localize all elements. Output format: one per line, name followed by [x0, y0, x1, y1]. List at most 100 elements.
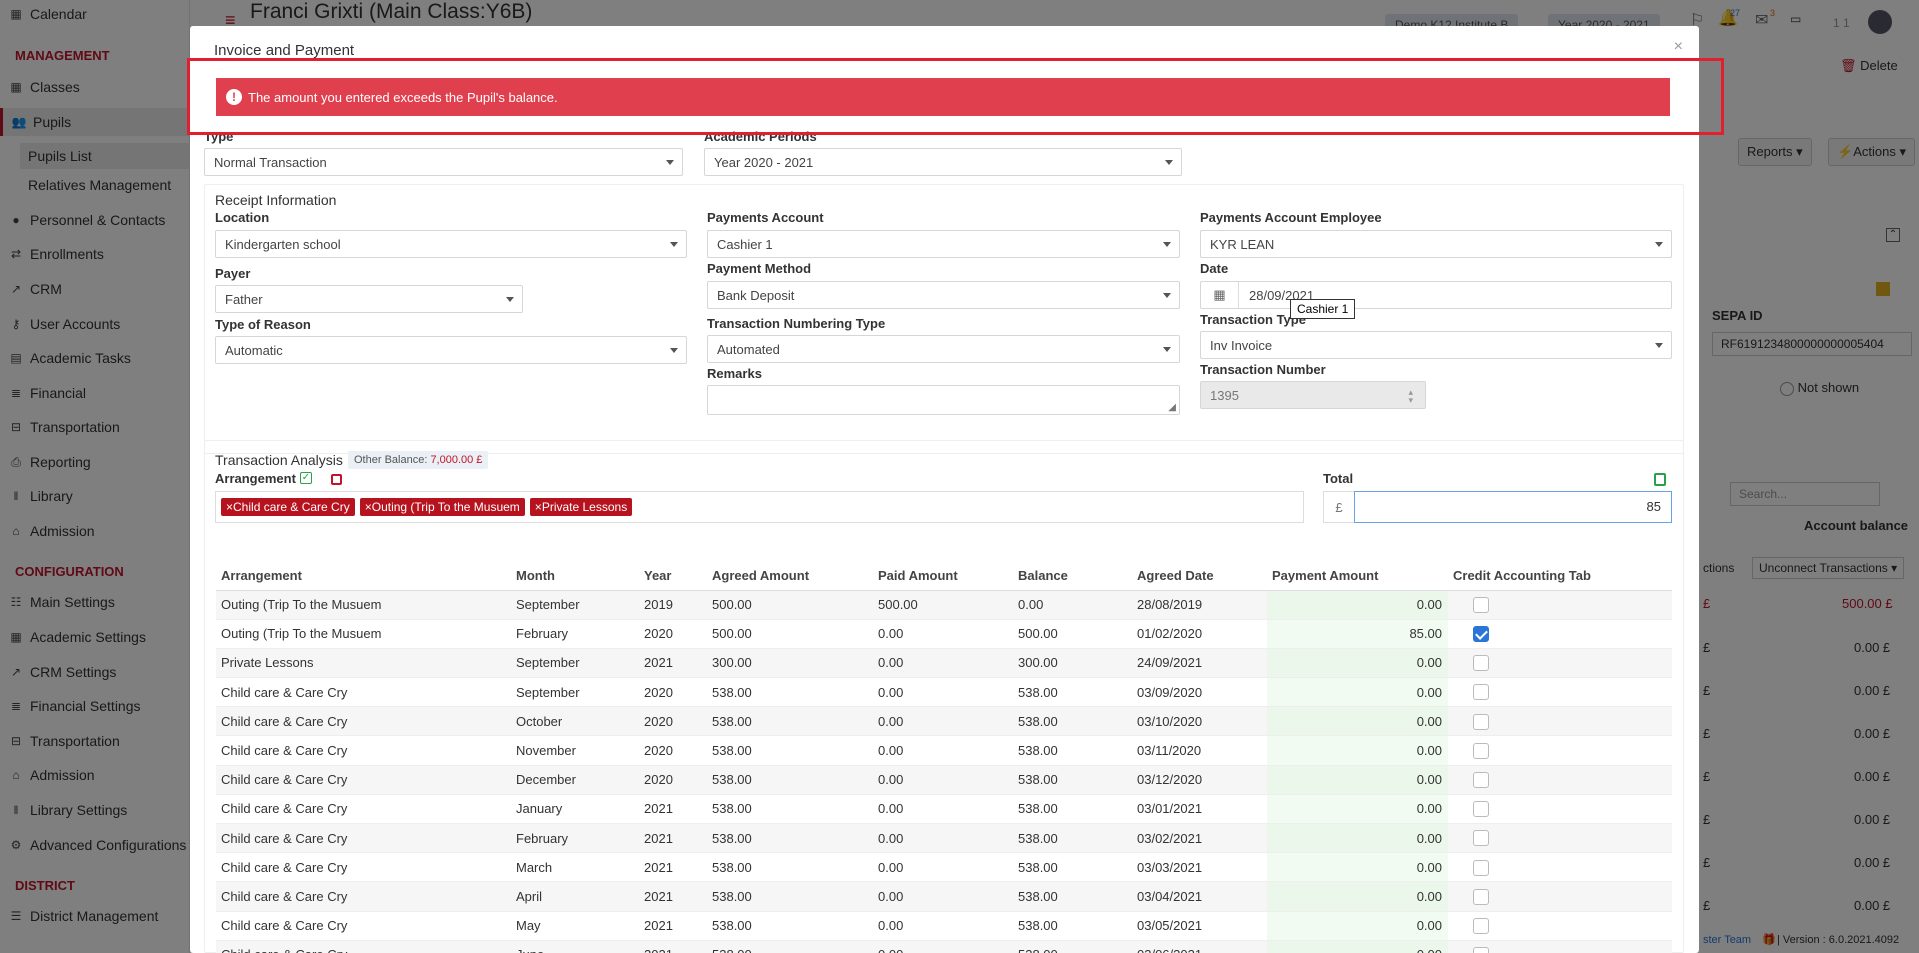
credit-checkbox[interactable] [1473, 713, 1489, 730]
total-input[interactable]: 85 [1354, 491, 1672, 523]
credit-checkbox[interactable] [1473, 596, 1489, 613]
credit-checkbox[interactable] [1473, 772, 1489, 788]
table-header-row: Arrangement Month Year Agreed Amount Pai… [216, 562, 1672, 591]
cell-agreed: 538.00 [707, 765, 873, 795]
cell-month: November [511, 735, 639, 766]
arrangement-tag[interactable]: × Outing (Trip To the Musuem [359, 498, 525, 516]
cell-payment[interactable]: 0.00 [1267, 648, 1448, 679]
spinner-icon[interactable]: ▴ ▾ [1408, 387, 1413, 405]
academic-periods-select[interactable]: Year 2020 - 2021 [704, 148, 1182, 176]
transaction-numbering-select[interactable]: Automated [707, 335, 1180, 363]
payment-method-select[interactable]: Bank Deposit [707, 281, 1180, 309]
cell-payment[interactable]: 0.00 [1267, 706, 1448, 737]
column-header[interactable]: Year [639, 562, 707, 591]
cell-arrangement: Child care & Care Cry [216, 677, 511, 708]
type-select[interactable]: Normal Transaction [204, 148, 683, 176]
column-header[interactable]: Agreed Date [1132, 562, 1267, 591]
cell-paid: 0.00 [873, 706, 1013, 737]
transaction-type-select[interactable]: Inv Invoice [1200, 331, 1672, 359]
cell-balance: 538.00 [1013, 794, 1132, 825]
cell-year: 2019 [639, 590, 707, 620]
cell-date: 03/03/2021 [1132, 852, 1267, 883]
cell-payment[interactable]: 0.00 [1267, 590, 1448, 620]
credit-checkbox[interactable] [1473, 830, 1489, 847]
cell-credit [1448, 794, 1672, 825]
column-header[interactable]: Month [511, 562, 639, 591]
credit-checkbox[interactable] [1473, 626, 1489, 643]
credit-checkbox[interactable] [1473, 859, 1489, 876]
calendar-icon[interactable]: ▦ [1201, 282, 1239, 308]
calculator-icon[interactable] [1654, 473, 1666, 486]
cell-balance: 538.00 [1013, 765, 1132, 795]
cell-payment[interactable]: 0.00 [1267, 765, 1448, 795]
cell-payment[interactable]: 0.00 [1267, 735, 1448, 766]
cell-credit [1448, 648, 1672, 679]
cell-paid: 0.00 [873, 881, 1013, 912]
remove-tag-icon[interactable]: × [364, 500, 372, 514]
cell-payment[interactable]: 0.00 [1267, 852, 1448, 883]
cell-arrangement: Child care & Care Cry [216, 940, 511, 953]
cell-agreed: 538.00 [707, 852, 873, 883]
payments-account-select[interactable]: Cashier 1 [707, 230, 1180, 258]
cell-payment[interactable]: 0.00 [1267, 677, 1448, 708]
payer-select[interactable]: Father [215, 285, 523, 313]
resize-handle-icon[interactable]: ◢ [1168, 402, 1176, 413]
cell-payment[interactable]: 85.00 [1267, 619, 1448, 649]
column-header[interactable]: Payment Amount [1267, 562, 1448, 591]
check-all-icon[interactable]: ✓ [300, 472, 312, 484]
arrangement-tags-input[interactable]: × Child care & Care Cry × Outing (Trip To … [215, 491, 1304, 523]
cell-year: 2020 [639, 677, 707, 708]
cell-paid: 0.00 [873, 940, 1013, 953]
modal-title: Invoice and Payment [214, 42, 355, 59]
remove-tag-icon[interactable]: × [534, 500, 542, 514]
cell-balance: 538.00 [1013, 706, 1132, 737]
cell-month: March [511, 852, 639, 883]
invoice-payment-modal: Invoice and Payment × ! The amount you e… [190, 26, 1699, 953]
receipt-info-title: Receipt Information [215, 192, 337, 208]
payments-account-label: Payments Account [707, 210, 824, 225]
column-header[interactable]: Agreed Amount [707, 562, 873, 591]
credit-checkbox[interactable] [1473, 742, 1489, 759]
caret-down-icon [670, 242, 678, 247]
cell-payment[interactable]: 0.00 [1267, 881, 1448, 912]
pa-employee-select[interactable]: KYR LEAN [1200, 230, 1672, 258]
cell-agreed: 500.00 [707, 590, 873, 620]
column-header[interactable]: Arrangement [216, 562, 511, 591]
cell-paid: 0.00 [873, 648, 1013, 679]
cell-agreed: 300.00 [707, 648, 873, 679]
remove-tag-icon[interactable]: × [226, 500, 234, 514]
cell-payment[interactable]: 0.00 [1267, 911, 1448, 941]
credit-checkbox[interactable] [1473, 947, 1489, 953]
cell-payment[interactable]: 0.00 [1267, 823, 1448, 854]
other-balance-badge: Other Balance: 7,000.00 £ [348, 451, 489, 469]
close-icon[interactable]: × [1673, 38, 1683, 55]
credit-checkbox[interactable] [1473, 917, 1489, 934]
credit-checkbox[interactable] [1473, 801, 1489, 818]
type-of-reason-select[interactable]: Automatic [215, 336, 687, 364]
cell-payment[interactable]: 0.00 [1267, 794, 1448, 825]
cell-arrangement: Child care & Care Cry [216, 823, 511, 854]
cell-agreed: 538.00 [707, 794, 873, 825]
transaction-type-label: Transaction Type [1200, 312, 1306, 327]
column-header[interactable]: Balance [1013, 562, 1132, 591]
table-row: Outing (Trip To the Musuem September 2019 5… [216, 590, 1672, 620]
cell-payment[interactable]: 0.00 [1267, 940, 1448, 953]
date-input[interactable]: ▦ 28/09/2021 [1200, 281, 1672, 309]
cell-year: 2021 [639, 648, 707, 679]
credit-checkbox[interactable] [1473, 888, 1489, 905]
payment-method-label: Payment Method [707, 261, 812, 276]
tooltip: Cashier 1 [1290, 299, 1356, 319]
remarks-textarea[interactable]: ◢ [707, 385, 1180, 415]
credit-checkbox[interactable] [1473, 655, 1489, 672]
uncheck-all-icon[interactable] [331, 474, 342, 485]
arrangement-tag[interactable]: × Private Lessons [529, 498, 633, 516]
credit-checkbox[interactable] [1473, 684, 1489, 701]
column-header[interactable]: Paid Amount [873, 562, 1013, 591]
column-header[interactable]: Credit Accounting Tab [1448, 562, 1672, 591]
cell-year: 2021 [639, 823, 707, 854]
arrangement-tag[interactable]: × Child care & Care Cry [221, 498, 355, 516]
table-row: Child care & Care CryJune2021538.000.005… [216, 940, 1672, 953]
location-select[interactable]: Kindergarten school [215, 230, 687, 258]
transaction-number-input[interactable]: 1395 ▴ ▾ [1200, 381, 1426, 409]
location-label: Location [215, 210, 270, 225]
